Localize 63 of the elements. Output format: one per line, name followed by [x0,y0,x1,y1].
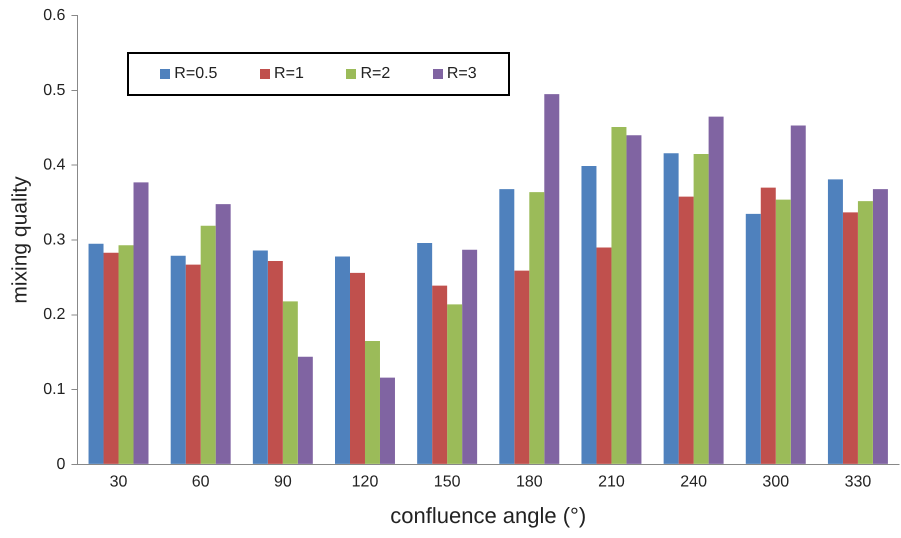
bar [186,264,201,464]
y-tick-label: 0.3 [43,231,66,248]
bar [529,192,544,464]
bar [581,166,596,464]
x-tick-label: 180 [516,473,543,490]
bar [447,304,462,464]
x-tick-label: 330 [844,473,872,490]
bar [544,94,560,464]
bar [170,256,186,464]
bar [664,153,679,464]
bar [298,356,313,464]
x-tick-label: 60 [192,473,210,490]
bar [708,116,724,464]
bar [335,256,350,464]
bar [380,378,395,464]
x-tick-label: 300 [762,473,790,490]
bar [282,301,298,464]
legend-label: R=0.5 [174,65,218,83]
y-tick-label: 0 [56,456,66,473]
bar [828,179,843,464]
x-tick-label: 150 [434,473,461,490]
bar [268,260,283,464]
y-tick-label: 0.1 [43,381,66,398]
y-axis-title: mixing quality [8,176,32,304]
bar [118,245,134,464]
bar [417,242,432,464]
bar [746,214,761,464]
bar [858,201,873,464]
bar [216,204,231,464]
bar [364,340,380,464]
bar [842,212,858,464]
legend-label: R=1 [274,65,304,83]
bar [499,189,514,464]
bar [694,154,709,464]
legend-label: R=3 [446,65,477,83]
bar [462,250,478,464]
y-tick-label: 0.6 [43,7,66,24]
bar [104,252,119,464]
bar [760,188,776,464]
bar [432,286,448,464]
bar [88,244,104,464]
bar [678,196,694,464]
x-tick-label: 210 [598,473,625,490]
bar [626,135,642,464]
bar [252,250,268,464]
x-tick-label: 90 [274,473,292,490]
bar [134,182,149,464]
bar [350,272,365,464]
bar [514,270,530,464]
bar [776,200,791,464]
x-axis-title: confluence angle (°) [390,502,586,528]
y-tick-label: 0.2 [43,306,66,324]
x-tick-label: 30 [110,473,128,490]
bar [200,226,216,464]
bar [790,126,806,464]
legend-label: R=2 [360,65,390,83]
x-tick-label: 120 [352,473,378,490]
bar [872,189,888,464]
y-tick-label: 0.4 [43,156,66,174]
x-tick-label: 240 [680,473,708,490]
y-tick-label: 0.5 [43,82,66,99]
bar [596,247,612,464]
bar [611,127,626,464]
